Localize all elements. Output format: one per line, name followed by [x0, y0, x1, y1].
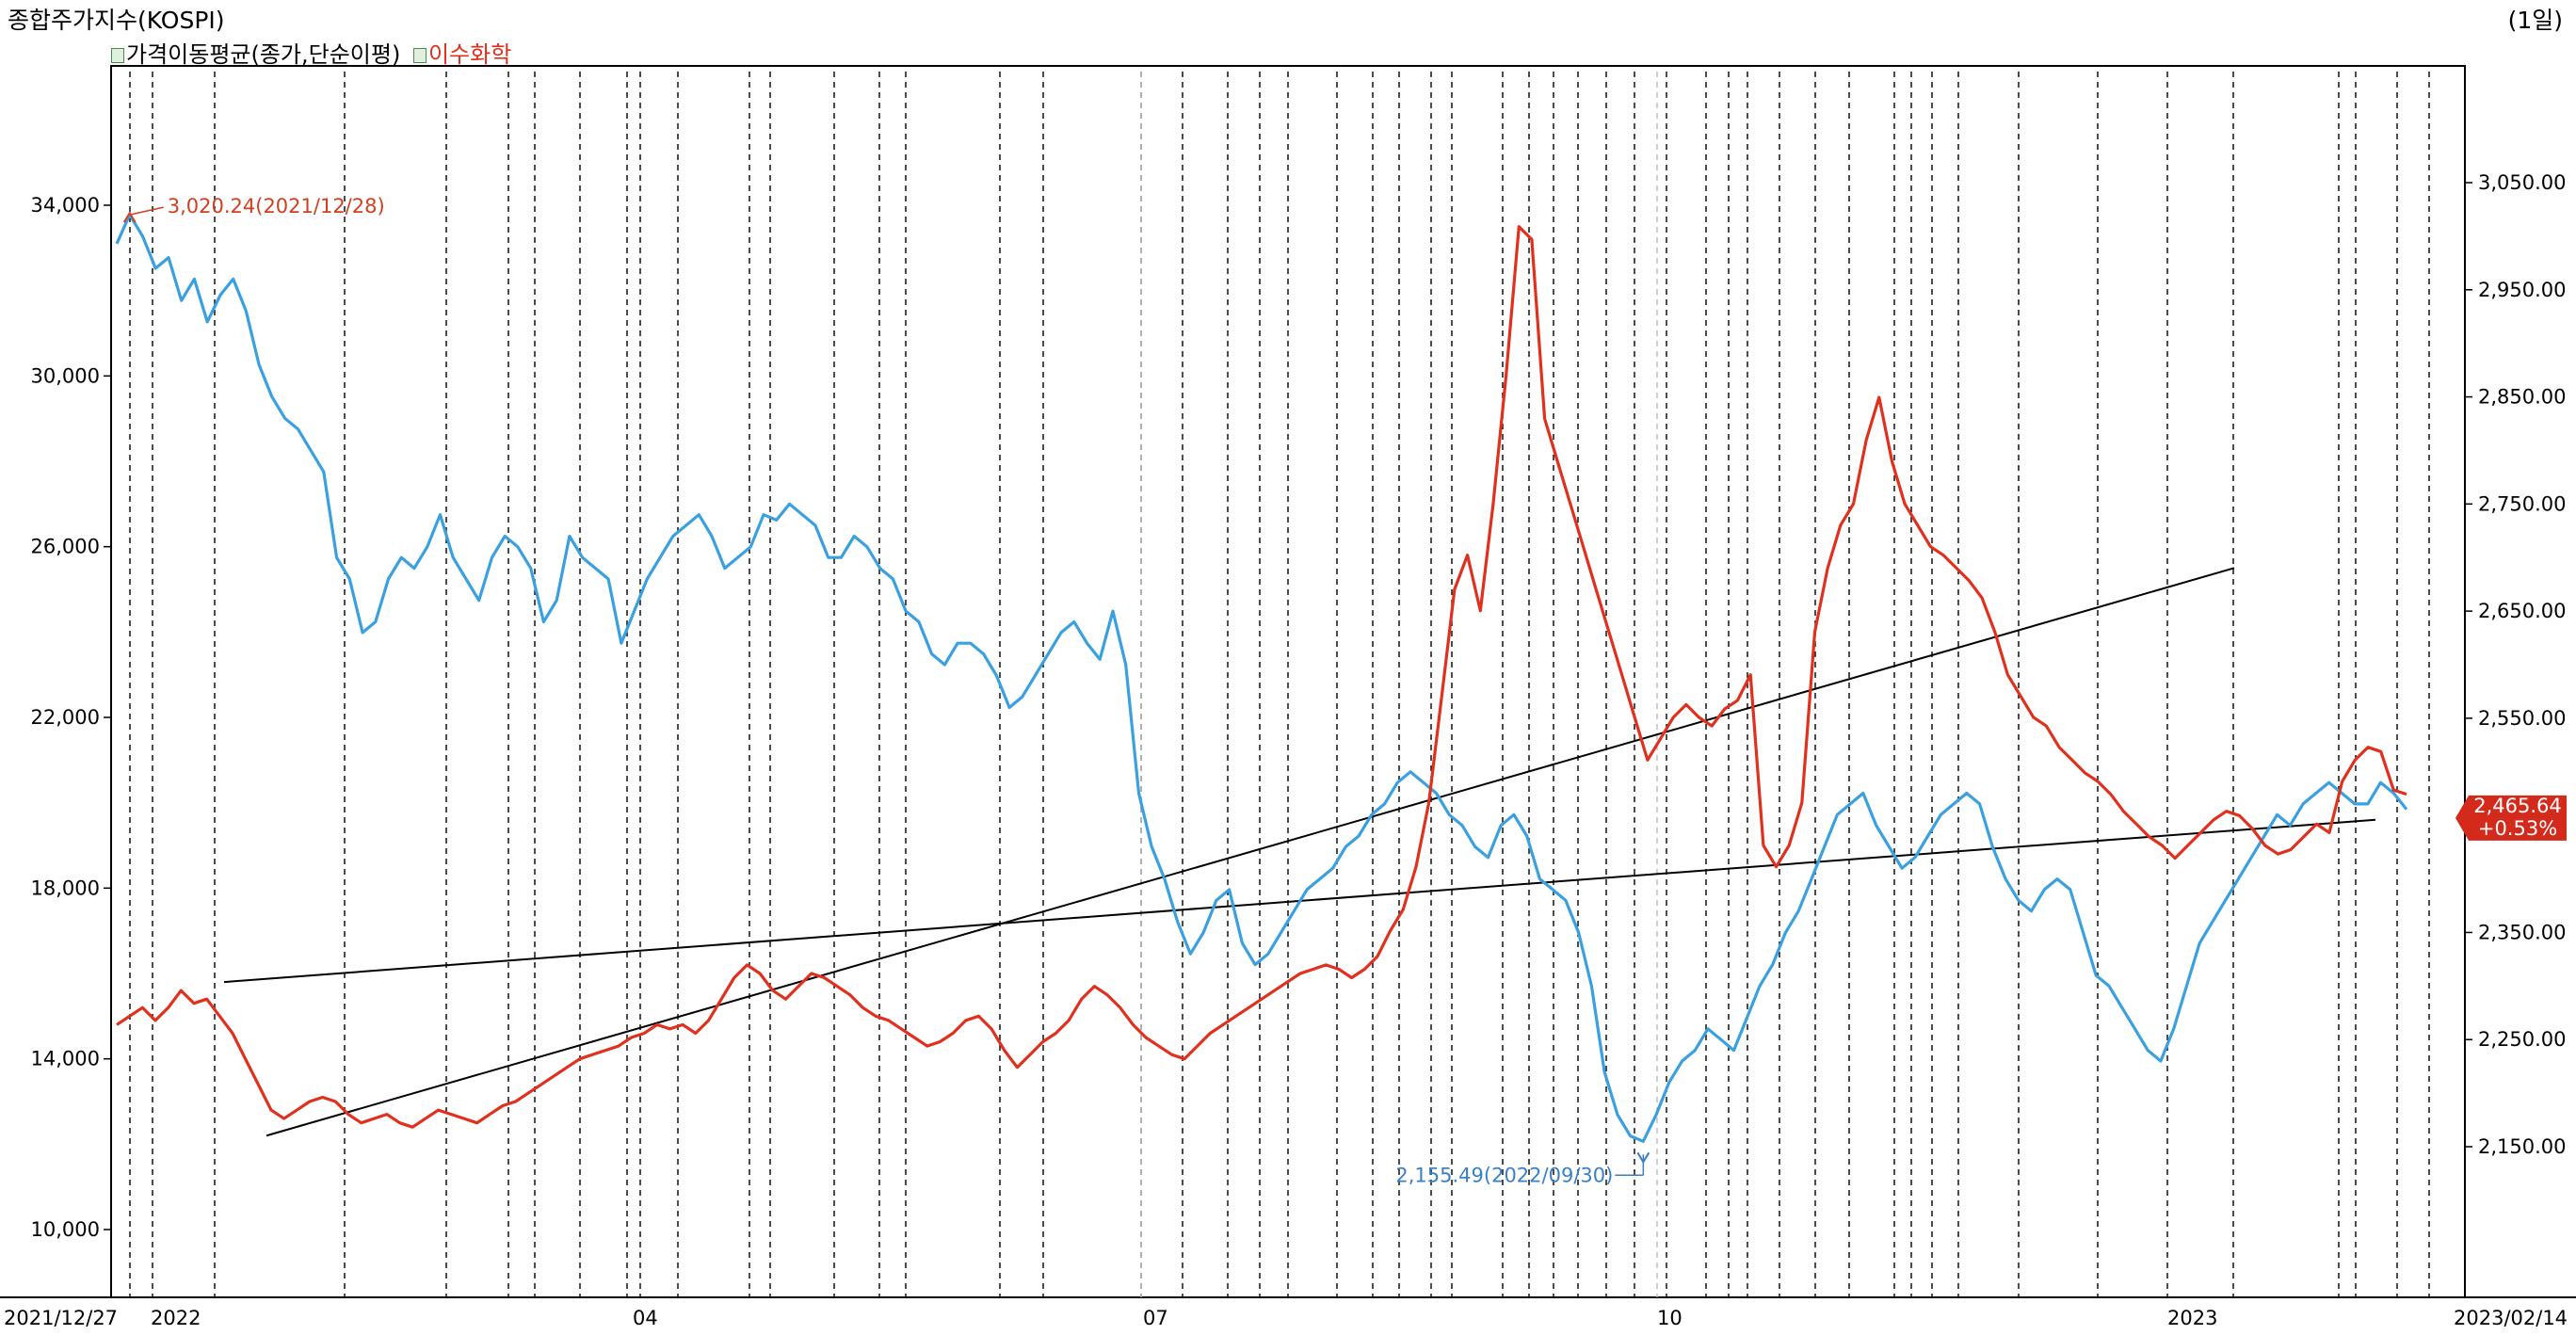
last-change-text: +0.53%: [2478, 817, 2557, 840]
x-axis-tick-label: 07: [1143, 1307, 1168, 1329]
legend-isu-checkbox-icon[interactable]: [412, 48, 427, 63]
x-axis-tick-label: 04: [633, 1307, 658, 1329]
high-marker-icon: [122, 211, 137, 223]
x-axis-tick-label: 2022: [151, 1307, 201, 1329]
legend: 가격이동평균(종가,단순이평) 이수화학: [111, 36, 511, 69]
right-axis-tick-label: 2,850.00: [2478, 386, 2567, 409]
legend-isu-label: 이수화학: [427, 41, 512, 68]
isu-series: [116, 225, 2407, 1129]
right-axis-tick-label: 2,650.00: [2478, 600, 2567, 622]
high-leader-line: [129, 206, 164, 216]
x-axis-tick-label: 10: [1657, 1307, 1682, 1329]
legend-ma-checkbox-icon[interactable]: [111, 48, 124, 63]
right-axis-tick-label: 2,950.00: [2478, 279, 2567, 301]
period-label: (1일): [2507, 7, 2563, 34]
last-value-badge-bg: [2455, 795, 2567, 841]
left-axis-tick-label: 10,000: [31, 1218, 100, 1241]
high-annotation: 3,020.24(2021/12/28): [168, 195, 385, 217]
isu-line: [116, 225, 2407, 1129]
right-axis-tick-label: 2,350.00: [2478, 921, 2567, 943]
x-axis-tick-label: 2023: [2167, 1307, 2217, 1329]
left-axis-tick-label: 30,000: [31, 364, 100, 387]
x-axis-tick-label: 2021/12/27: [4, 1307, 118, 1329]
legend-ma-label: 가격이동평균(종가,단순이평): [126, 41, 401, 68]
right-axis-tick-label: 2,250.00: [2478, 1028, 2567, 1051]
last-value-badge: 2,465.64+0.53%: [2455, 795, 2567, 841]
kospi-series: [115, 213, 2408, 1143]
trend-line-1: [266, 567, 2235, 1137]
right-axis-tick-label: 2,750.00: [2478, 492, 2567, 515]
x-axis-tick-label: 2023/02/14: [2454, 1307, 2568, 1329]
last-value-text: 2,465.64: [2473, 795, 2562, 817]
left-axis-tick-label: 18,000: [31, 877, 100, 899]
left-axis-tick-label: 14,000: [31, 1048, 100, 1070]
right-axis-tick-label: 3,050.00: [2478, 171, 2567, 194]
left-axis-tick-label: 34,000: [31, 194, 100, 217]
right-axis-tick-label: 2,550.00: [2478, 707, 2567, 730]
right-axis-tick-label: 2,150.00: [2478, 1135, 2567, 1158]
left-axis-tick-label: 22,000: [31, 706, 100, 729]
left-axis-tick-label: 26,000: [31, 536, 100, 558]
low-annotation: 2,155.49(2022/09/30): [1395, 1164, 1613, 1186]
kospi-line: [115, 213, 2408, 1143]
chart-title: 종합주가지수(KOSPI): [8, 7, 225, 34]
